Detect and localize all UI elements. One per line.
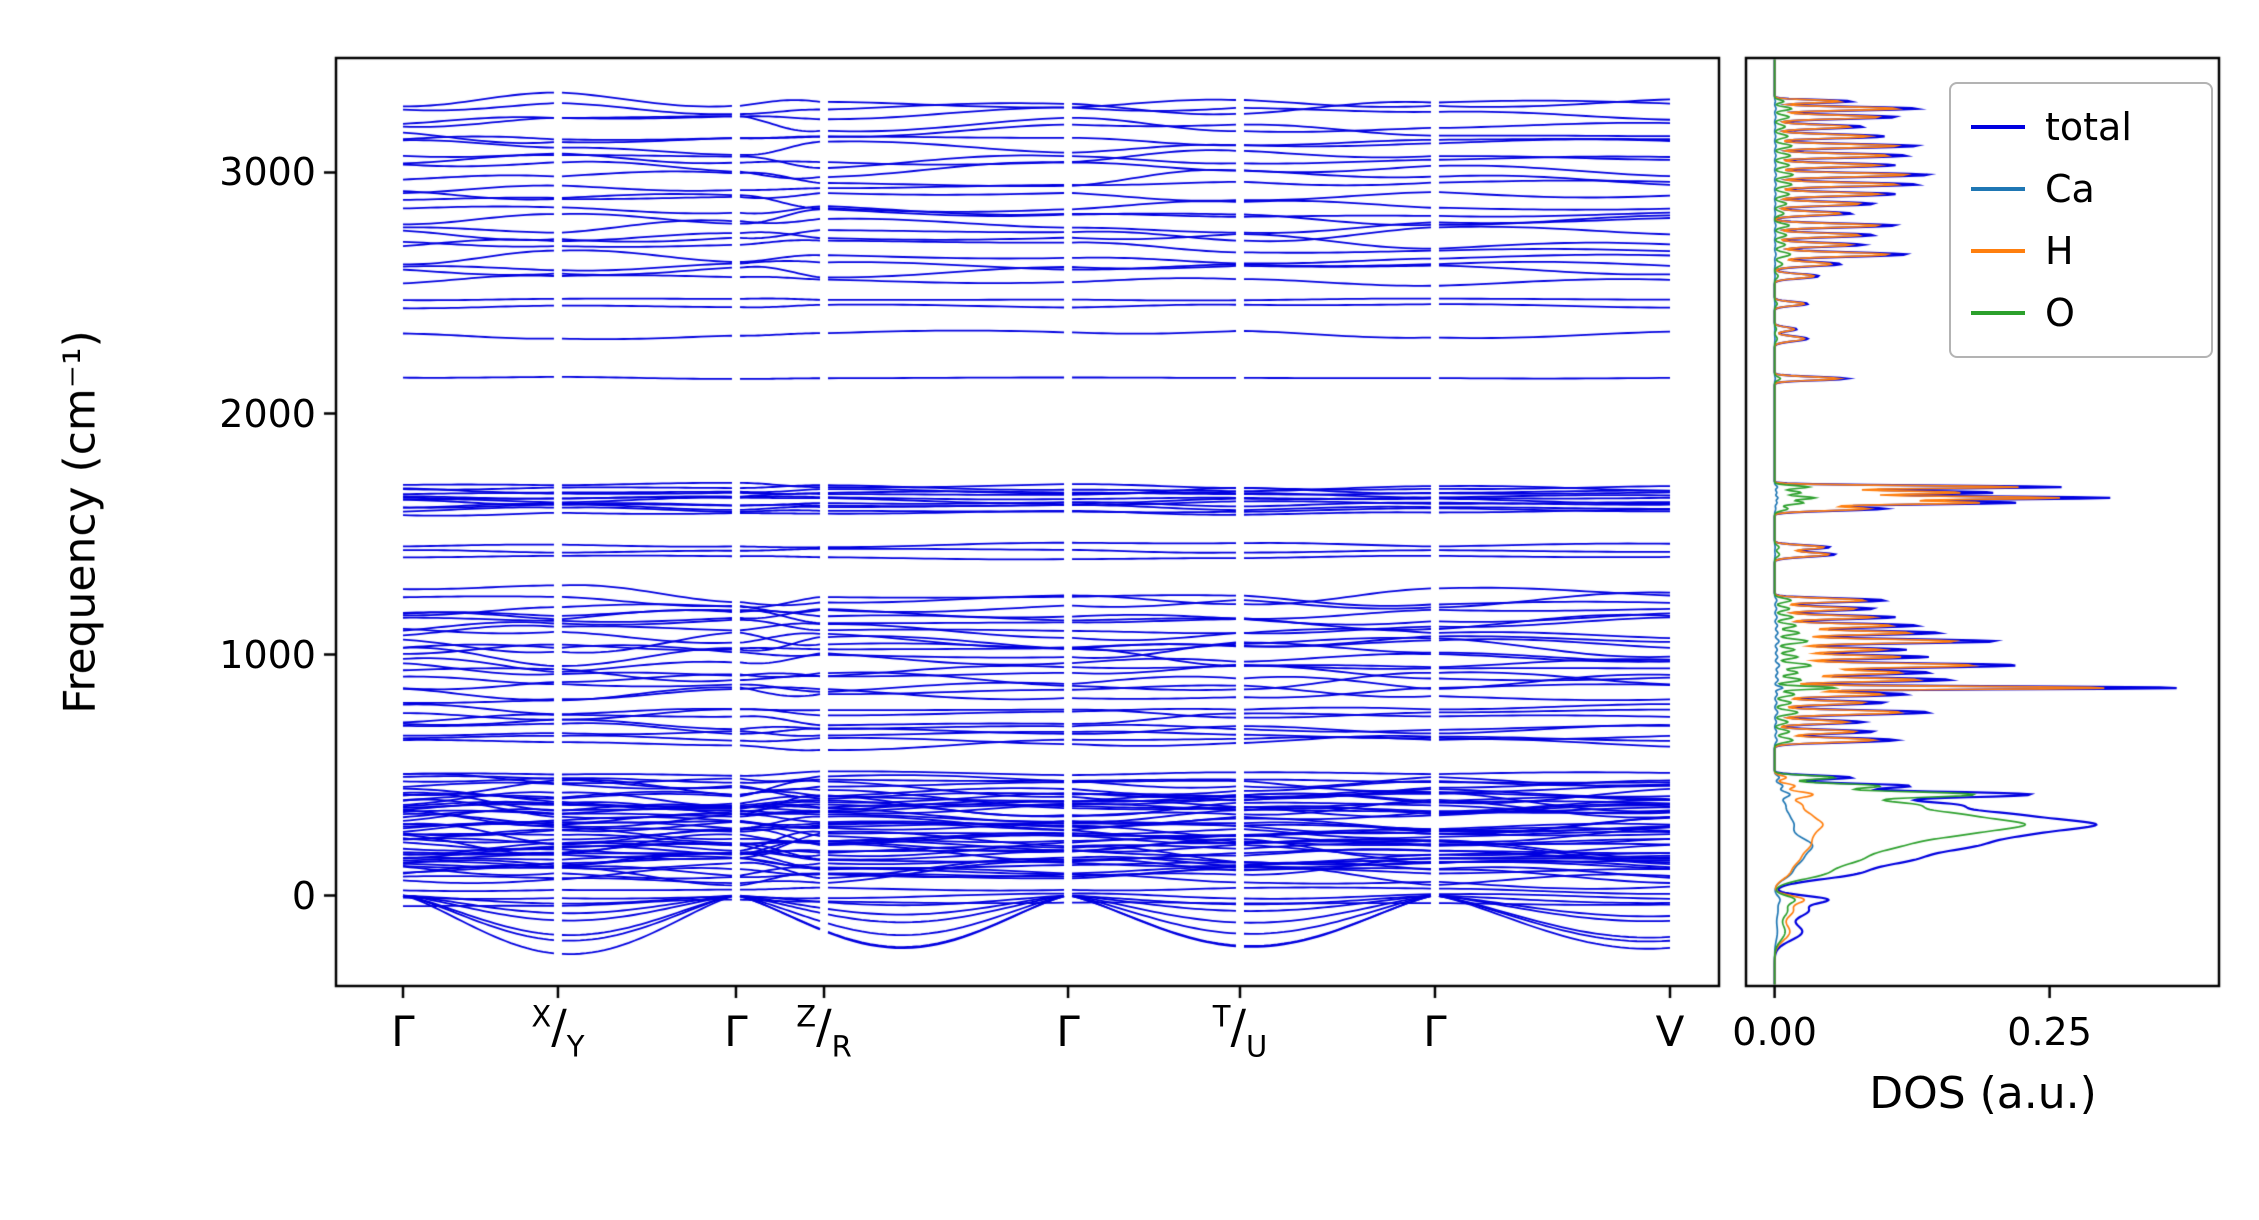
- x-tick-label-kpoint: Γ: [724, 1007, 748, 1056]
- legend-item-Ca: Ca: [1971, 158, 2191, 220]
- legend-line-sample: [1971, 249, 2025, 253]
- kpoint-upper: Z: [796, 999, 817, 1034]
- kpoint-slash: /: [551, 999, 567, 1054]
- dos-x-tick-label: 0.25: [2007, 1010, 2092, 1054]
- x-tick-label-kpoint: Γ: [1423, 1007, 1447, 1056]
- y-axis-label: Frequency (cm⁻¹): [54, 330, 106, 714]
- x-tick-label-kpoint: V: [1655, 1007, 1685, 1056]
- y-tick-label: 2000: [219, 391, 316, 436]
- legend-item-label: total: [2045, 105, 2132, 149]
- x-tick-label-kpoint: X/Y: [531, 999, 585, 1064]
- y-tick-label: 0: [291, 873, 316, 918]
- kpoint-upper: X: [531, 999, 552, 1034]
- legend-item-label: Ca: [2045, 167, 2095, 211]
- dos-x-tick-label: 0.00: [1732, 1010, 1817, 1054]
- dos-x-axis-label: DOS (a.u.): [1869, 1068, 2097, 1119]
- y-tick-label: 3000: [219, 150, 316, 195]
- kpoint-lower: R: [831, 1029, 852, 1064]
- kpoint-lower: Y: [566, 1029, 585, 1064]
- x-tick-label-kpoint: Z/R: [796, 999, 852, 1064]
- x-tick-label-kpoint: Γ: [391, 1007, 415, 1056]
- y-tick-label: 1000: [219, 632, 316, 677]
- legend-item-O: O: [1971, 282, 2191, 344]
- x-tick-label-kpoint: T/U: [1212, 999, 1268, 1064]
- legend: total Ca H O: [1949, 82, 2213, 358]
- legend-line-sample: [1971, 187, 2025, 191]
- legend-item-total: total: [1971, 96, 2191, 158]
- legend-line-sample: [1971, 311, 2025, 315]
- legend-line-sample: [1971, 125, 2025, 129]
- legend-item-H: H: [1971, 220, 2191, 282]
- kpoint-lower: U: [1245, 1029, 1268, 1064]
- kpoint-upper: T: [1212, 999, 1231, 1034]
- kpoint-slash: /: [816, 999, 832, 1054]
- legend-item-label: O: [2045, 291, 2075, 335]
- legend-item-label: H: [2045, 229, 2074, 273]
- x-tick-label-kpoint: Γ: [1056, 1007, 1080, 1056]
- kpoint-slash: /: [1230, 999, 1246, 1054]
